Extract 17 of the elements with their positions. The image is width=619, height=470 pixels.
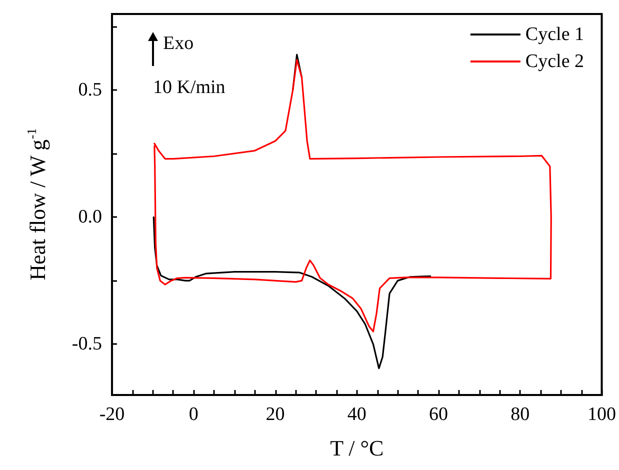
x-axis-title: T / °C (330, 436, 384, 460)
legend-label: Cycle 1 (525, 24, 584, 45)
y-axis-title: Heat flow / W g-1 (24, 128, 50, 280)
x-tick-label: 80 (510, 404, 530, 425)
x-tick-label: 20 (266, 404, 285, 425)
legend-label: Cycle 2 (525, 51, 584, 72)
x-tick-label: 100 (588, 404, 616, 425)
line-series (152, 216, 432, 370)
y-tick-label: 0.5 (78, 80, 102, 101)
x-tick-label: 0 (188, 404, 198, 425)
y-tick-label: 0.0 (78, 206, 102, 228)
x-tick-label: 60 (429, 404, 448, 425)
y-tick-label: -0.5 (72, 334, 102, 355)
annotation: Exo (163, 33, 194, 54)
x-tick-label: -20 (99, 404, 125, 425)
x-tick-label: 40 (347, 404, 366, 425)
annotation: 10 K/min (153, 77, 226, 98)
